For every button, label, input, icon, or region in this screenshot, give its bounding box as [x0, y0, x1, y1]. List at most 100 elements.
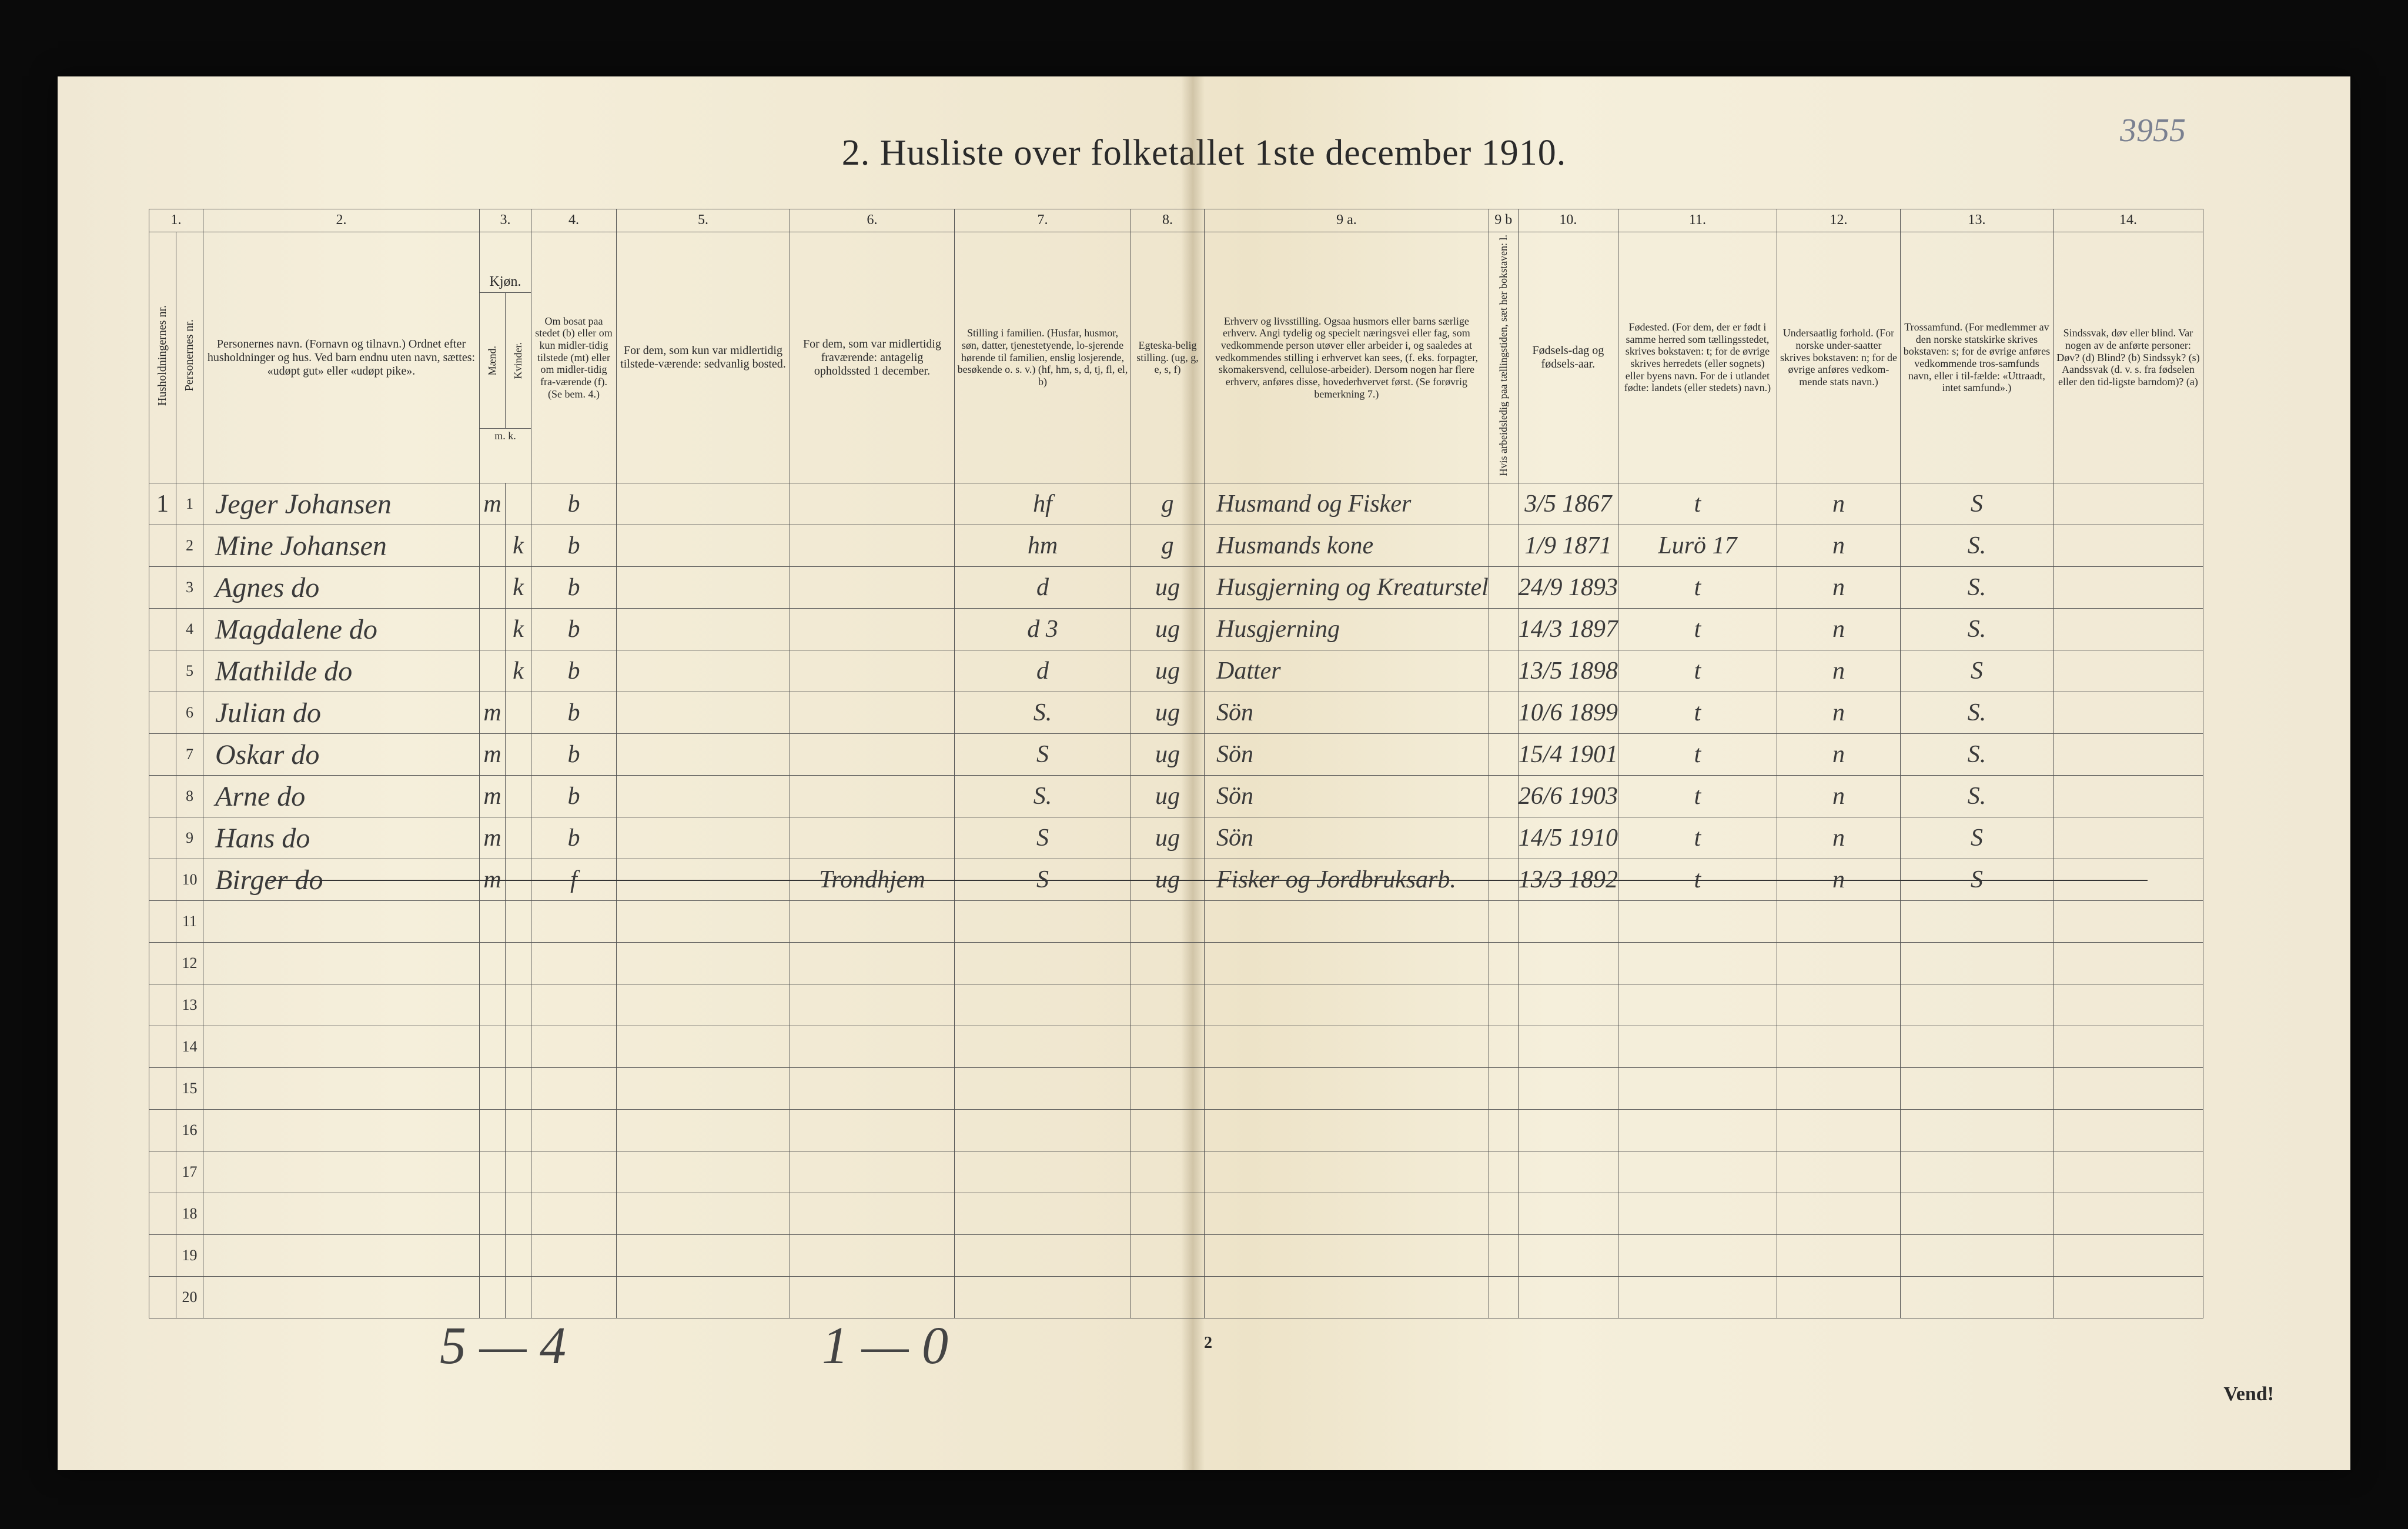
cell-c5: [617, 859, 790, 901]
cell-nationality: [1777, 1026, 1900, 1068]
hlabel-1a-text: Husholdningernes nr.: [156, 305, 169, 406]
cell-religion: S.: [1900, 776, 2053, 817]
cell-residence: [531, 1277, 617, 1318]
cell-sex-k: k: [506, 650, 531, 692]
hlabel-9b: Hvis arbeidsledig paa tællingstiden, sæt…: [1489, 232, 1518, 483]
cell-sex-m: [480, 567, 506, 609]
cell-birthplace: t: [1618, 692, 1777, 734]
cell-c6: [790, 1151, 955, 1193]
cell-pnr: 20: [176, 1277, 203, 1318]
cell-disability: [2053, 650, 2203, 692]
cell-family-pos: [955, 1151, 1131, 1193]
cell-birth: [1518, 1151, 1618, 1193]
cell-birth: 24/9 1893: [1518, 567, 1618, 609]
cell-disability: [2053, 943, 2203, 984]
cell-c6: [790, 817, 955, 859]
cell-sex-m: [480, 525, 506, 567]
cell-birth: 1/9 1871: [1518, 525, 1618, 567]
cell-sex-m: [480, 984, 506, 1026]
cell-pnr: 3: [176, 567, 203, 609]
cell-religion: S: [1900, 817, 2053, 859]
cell-hnr: [149, 1026, 176, 1068]
cell-pnr: 6: [176, 692, 203, 734]
cell-disability: [2053, 692, 2203, 734]
cell-religion: [1900, 1193, 2053, 1235]
cell-marital: [1131, 1068, 1205, 1110]
table-row: 20: [149, 1277, 2259, 1318]
cell-c9b: [1489, 984, 1518, 1026]
cell-occupation: [1205, 1026, 1489, 1068]
cell-disability: [2053, 1151, 2203, 1193]
cell-religion: [1900, 943, 2053, 984]
cell-birth: [1518, 1068, 1618, 1110]
cell-c6: [790, 1026, 955, 1068]
cell-family-pos: d: [955, 650, 1131, 692]
cell-sex-m: m: [480, 483, 506, 525]
cell-sex-k: [506, 943, 531, 984]
hnum-9a: 9 a.: [1205, 209, 1489, 232]
cell-sex-k: [506, 817, 531, 859]
cell-sex-k: [506, 692, 531, 734]
table-row: 6Julian dombS.ugSön10/6 1899tnS.: [149, 692, 2259, 734]
cell-nationality: [1777, 943, 1900, 984]
cell-birthplace: [1618, 984, 1777, 1026]
census-table-area: 1. 2. 3. 4. 5. 6. 7. 8. 9 a. 9 b 10. 11.…: [149, 209, 2259, 1318]
hlabel-5: For dem, som kun var midlertidig tilsted…: [617, 232, 790, 483]
cell-c5: [617, 1235, 790, 1277]
cell-hnr: [149, 525, 176, 567]
cell-disability: [2053, 567, 2203, 609]
cell-birthplace: t: [1618, 734, 1777, 776]
cell-birthplace: t: [1618, 817, 1777, 859]
cell-occupation: [1205, 1151, 1489, 1193]
cell-c9b: [1489, 609, 1518, 650]
cell-pnr: 19: [176, 1235, 203, 1277]
cell-name: [203, 984, 480, 1026]
cell-residence: b: [531, 483, 617, 525]
hnum-10: 10.: [1518, 209, 1618, 232]
cell-c6: [790, 943, 955, 984]
hlabel-14: Sindssvak, døv eller blind. Var nogen av…: [2053, 232, 2203, 483]
cell-nationality: [1777, 1277, 1900, 1318]
hlabel-3k: Kvinder.: [512, 342, 524, 379]
cell-family-pos: [955, 901, 1131, 943]
hnum-2: 2.: [203, 209, 480, 232]
cell-hnr: [149, 1151, 176, 1193]
bottom-handwriting-2: 1 — 0: [822, 1316, 948, 1376]
table-row: 13: [149, 984, 2259, 1026]
cell-c9b: [1489, 1235, 1518, 1277]
cell-residence: [531, 1110, 617, 1151]
cell-sex-k: [506, 1235, 531, 1277]
cell-birthplace: [1618, 1277, 1777, 1318]
cell-disability: [2053, 1235, 2203, 1277]
cell-residence: b: [531, 567, 617, 609]
cell-religion: S: [1900, 483, 2053, 525]
cell-pnr: 2: [176, 525, 203, 567]
hnum-12: 12.: [1777, 209, 1900, 232]
hnum-8: 8.: [1131, 209, 1205, 232]
cell-birth: 10/6 1899: [1518, 692, 1618, 734]
cell-sex-m: [480, 609, 506, 650]
hlabel-7: Stilling i familien. (Husfar, husmor, sø…: [955, 232, 1131, 483]
cell-c9b: [1489, 817, 1518, 859]
cell-birthplace: t: [1618, 483, 1777, 525]
cell-sex-m: [480, 1235, 506, 1277]
cell-family-pos: [955, 984, 1131, 1026]
hlabel-1b-text: Personernes nr.: [183, 319, 196, 391]
cell-nationality: [1777, 1193, 1900, 1235]
cell-marital: [1131, 984, 1205, 1026]
cell-religion: S.: [1900, 609, 2053, 650]
cell-occupation: [1205, 1068, 1489, 1110]
hlabel-13: Trossamfund. (For medlemmer av den norsk…: [1900, 232, 2053, 483]
cell-birth: 26/6 1903: [1518, 776, 1618, 817]
hnum-13: 13.: [1900, 209, 2053, 232]
cell-c6: [790, 567, 955, 609]
cell-sex-m: m: [480, 817, 506, 859]
cell-birth: [1518, 1193, 1618, 1235]
page-wrapper: 3955 2. Husliste over folketallet 1ste d…: [0, 0, 2408, 1529]
cell-c9b: [1489, 734, 1518, 776]
hlabel-3-top: Kjøn.: [480, 272, 531, 293]
cell-hnr: [149, 901, 176, 943]
cell-birth: [1518, 1235, 1618, 1277]
cell-c5: [617, 776, 790, 817]
cell-hnr: [149, 650, 176, 692]
